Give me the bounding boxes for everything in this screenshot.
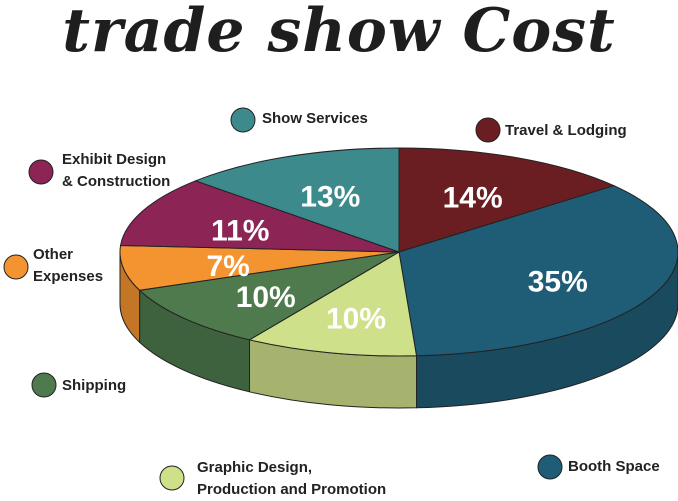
- data-label: 7%: [206, 250, 249, 283]
- slice: [119, 244, 400, 291]
- legend-marker: [28, 159, 54, 185]
- data-label: 13%: [300, 181, 360, 214]
- data-label: 11%: [211, 214, 269, 247]
- slice: [398, 185, 678, 357]
- legend-marker: [3, 254, 29, 280]
- legend-label: Graphic Design, Production and Promotion: [197, 459, 387, 498]
- slice: [248, 251, 418, 357]
- legend-label: Exhibit Design & Construction: [62, 151, 171, 190]
- slice: [398, 147, 616, 253]
- slice: [138, 251, 400, 341]
- legend-marker: [31, 372, 57, 398]
- legend-label: Show Services: [262, 110, 368, 127]
- slice: [194, 147, 400, 253]
- data-label: 35%: [528, 266, 588, 299]
- data-label: 10%: [326, 302, 386, 335]
- legend-label: Booth Space: [568, 458, 660, 475]
- legend-marker: [537, 454, 563, 480]
- slice: [119, 180, 400, 253]
- chart-title: trade show Cost: [62, 0, 616, 66]
- data-label: 14%: [443, 182, 503, 215]
- legend-label: Other Expenses: [33, 246, 104, 285]
- legend-marker: [475, 117, 501, 143]
- data-label: 10%: [236, 281, 296, 314]
- legend-label: Travel & Lodging: [505, 122, 627, 139]
- legend-label: Shipping: [62, 377, 127, 394]
- legend-marker: [159, 465, 185, 491]
- legend-marker: [230, 107, 256, 133]
